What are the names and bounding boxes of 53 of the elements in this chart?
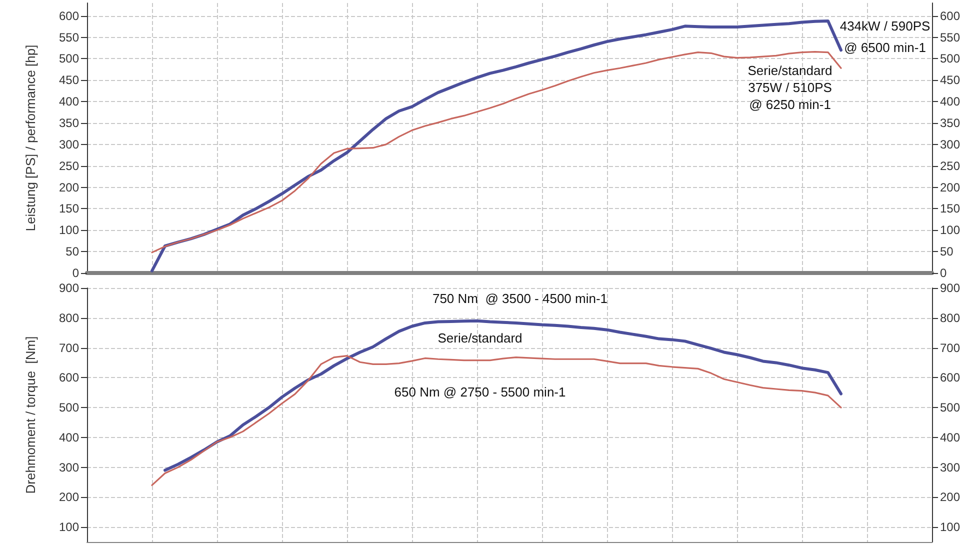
y2-tick-label: 300 [940, 460, 960, 474]
y-tick-label: 900 [58, 281, 80, 295]
annotation: 434kW / 590PS @ 6500 min-1 [840, 18, 930, 55]
y-tick-label: 200 [58, 490, 80, 504]
text: Serie/standard 650 Nm @ 2750 - 5500 min-1 [394, 330, 566, 400]
y-tick-label: 500 [58, 52, 80, 66]
y2-tick-label: 600 [940, 370, 960, 385]
y-axis-title: Drehmoment / torque [Nm] [23, 336, 38, 494]
y2-tick-label: 200 [940, 490, 960, 504]
y-tick-label: 550 [58, 30, 80, 44]
y-tick-label: 600 [58, 8, 80, 23]
y-tick-label: 150 [58, 202, 80, 216]
y-tick-label: 200 [58, 180, 80, 194]
y-tick-label: 300 [58, 460, 80, 474]
y-axis-title: Leistung [PS] / performance [hp] [23, 44, 38, 232]
y2-tick-label: 50 [940, 244, 954, 259]
y-tick-label: 450 [58, 73, 80, 88]
line-series [164, 319, 842, 472]
y2-tick-label: 300 [940, 137, 960, 152]
y2-tick-label: 350 [940, 116, 960, 130]
y2-tick-label: 550 [940, 30, 960, 44]
y-tick-label: 100 [58, 223, 80, 238]
y2-tick-label: 600 [940, 8, 960, 23]
annotation: Serie/standard 375W / 510PS @ 6250 min-1 [748, 63, 832, 112]
y2-tick-label: 400 [940, 94, 960, 109]
y2-tick-label: 150 [940, 202, 960, 216]
line-series [151, 51, 842, 254]
y2-tick-label: 450 [940, 73, 960, 88]
y-tick-label: 700 [58, 340, 80, 355]
y-tick-label: 350 [58, 116, 80, 130]
y2-tick-label: 100 [940, 520, 960, 534]
y-tick-label: 250 [58, 158, 80, 173]
y-tick-label: 400 [58, 430, 80, 444]
y2-tick-label: 700 [940, 340, 960, 355]
y-tick-label: 800 [58, 310, 80, 325]
y2-tick-label: 500 [940, 52, 960, 66]
y-tick-label: 500 [58, 400, 80, 415]
y2-tick-label: 200 [940, 180, 960, 194]
y2-tick-label: 400 [940, 430, 960, 444]
y2-tick-label: 500 [940, 400, 960, 415]
y2-tick-label: 900 [940, 281, 960, 295]
y2-tick-label: 250 [940, 158, 960, 173]
y-tick-label: 400 [58, 94, 80, 109]
line-series [151, 355, 842, 486]
y-tick-label: 0 [72, 266, 80, 280]
y-tick-label: 300 [58, 137, 80, 152]
y-tick-label: 600 [58, 370, 80, 385]
y-tick-label: 50 [66, 244, 80, 259]
y2-tick-label: 100 [940, 223, 960, 238]
y2-tick-label: 800 [940, 310, 960, 325]
annotation: 750 Nm @ 3500 - 4500 min-1 [432, 291, 608, 306]
y-tick-label: 100 [58, 520, 80, 534]
y2-tick-label: 0 [940, 266, 947, 280]
